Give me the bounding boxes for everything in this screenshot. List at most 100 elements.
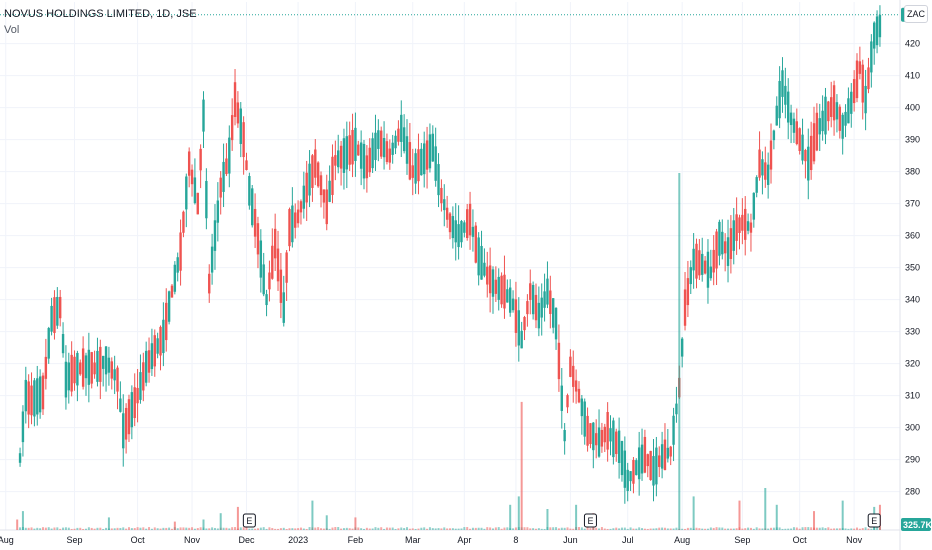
candle-body: [703, 260, 707, 274]
volume-bar: [191, 527, 194, 530]
volume-bar: [342, 528, 345, 530]
candle-body: [543, 291, 546, 308]
candle-body: [440, 187, 443, 204]
earnings-marker-label: E: [587, 516, 593, 526]
volume-bar: [600, 527, 603, 530]
volume-bar: [30, 527, 33, 530]
volume-bar: [449, 528, 451, 530]
candle-body: [844, 111, 847, 126]
earnings-marker[interactable]: E: [867, 513, 881, 528]
candle-body: [870, 41, 873, 73]
candle-body: [208, 273, 211, 294]
candle-body: [554, 307, 558, 340]
volume-bar: [251, 528, 254, 530]
candle-body: [434, 146, 437, 181]
candle-body: [388, 148, 392, 163]
volume-bar: [79, 527, 82, 530]
candle-body: [620, 440, 624, 476]
volume-bar: [686, 527, 689, 530]
volume-bar: [153, 527, 156, 530]
volume-bar: [638, 527, 641, 530]
x-tick-label: Dec: [238, 535, 255, 545]
candle-body: [90, 352, 93, 384]
volume-bar: [520, 401, 523, 530]
candle-body: [615, 431, 618, 455]
volume-bar: [21, 511, 24, 530]
volume-bar: [176, 528, 179, 530]
candle-body: [282, 292, 285, 323]
candle-body: [660, 444, 664, 469]
volume-bar: [853, 528, 856, 530]
volume-bar: [749, 527, 752, 530]
candle-body: [683, 289, 687, 326]
volume-bar: [675, 527, 678, 530]
candle-body: [425, 140, 429, 170]
candle-body: [818, 118, 821, 135]
candle-body: [150, 343, 154, 370]
volume-bar: [437, 528, 440, 530]
candle-body: [511, 298, 515, 311]
volume-bar: [357, 527, 360, 530]
y-tick-label: 370: [905, 199, 920, 209]
volume-bar: [635, 528, 638, 530]
candle-body: [190, 169, 194, 185]
volume-bar: [486, 527, 489, 530]
volume-bar: [483, 528, 486, 530]
volume-bar: [256, 528, 259, 530]
volume-bar: [663, 527, 666, 530]
candle-body: [755, 177, 758, 193]
candle-body: [196, 192, 199, 215]
volume-bar: [331, 527, 334, 530]
candle-body: [732, 220, 735, 251]
volume-bar: [348, 528, 351, 530]
volume-legend-label[interactable]: Vol: [4, 24, 20, 36]
volume-bar: [431, 528, 434, 530]
candle-body: [377, 130, 380, 149]
chart-legend: NOVUS HOLDINGS LIMITED, 1D, JSE Vol: [4, 6, 197, 38]
x-tick-label: 2023: [288, 535, 308, 545]
candle-body: [76, 352, 79, 386]
candle-body: [689, 267, 692, 285]
volume-bar: [159, 528, 162, 530]
candle-body: [586, 415, 589, 446]
candle-body: [812, 123, 816, 162]
candle-body: [322, 189, 326, 203]
candle-body: [735, 214, 738, 241]
volume-bar: [282, 527, 285, 530]
volume-bar: [727, 528, 730, 530]
candle-body: [18, 453, 22, 463]
volume-bar: [850, 528, 853, 530]
volume-bar: [781, 528, 784, 530]
volume-bar: [73, 528, 76, 530]
volume-bar: [19, 527, 22, 530]
volume-bar: [841, 500, 844, 530]
volume-bar: [557, 528, 560, 530]
volume-bar: [747, 527, 750, 530]
volume-bar: [47, 527, 50, 530]
volume-bar: [775, 504, 778, 530]
candle-body: [202, 99, 205, 132]
candle-body: [514, 299, 518, 333]
candle-body: [635, 460, 638, 476]
candle-body: [316, 162, 320, 187]
volume-bar: [598, 528, 601, 530]
volume-bar: [540, 528, 543, 530]
volume-bar: [738, 500, 741, 530]
volume-bar: [363, 528, 366, 530]
earnings-marker[interactable]: E: [583, 513, 597, 528]
currency-button[interactable]: ZAC: [904, 5, 928, 23]
x-tick-label: Nov: [846, 535, 863, 545]
earnings-marker[interactable]: E: [242, 513, 256, 528]
candle-body: [772, 130, 776, 141]
candle-body: [153, 335, 156, 367]
symbol-title[interactable]: NOVUS HOLDINGS LIMITED, 1D, JSE: [4, 8, 197, 20]
candle-body: [291, 205, 294, 243]
volume-bar: [506, 527, 509, 530]
candle-body: [308, 163, 311, 196]
candle-body: [680, 338, 684, 357]
candle-body: [775, 105, 778, 126]
candle-body: [643, 436, 647, 473]
y-tick-label: 380: [905, 167, 920, 177]
candle-body: [723, 241, 727, 254]
